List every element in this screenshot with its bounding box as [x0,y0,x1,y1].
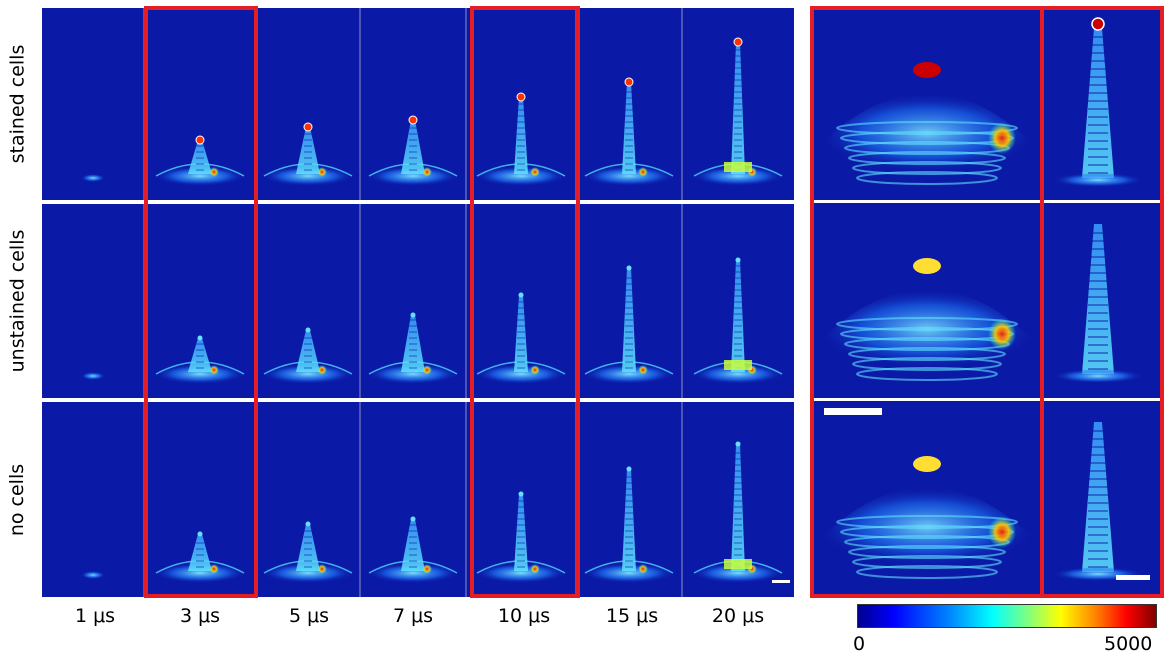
jet-image [154,531,246,583]
row-separator [812,398,1160,401]
time-label-20us: 20 μs [711,605,765,627]
zoom-image-10us [1053,422,1143,581]
row-separator [42,200,794,204]
jet-image [81,571,105,579]
scale-bar-main [772,580,790,583]
jet-image [154,335,246,384]
time-label-7us: 7 μs [392,605,434,627]
row-separator [812,200,1160,203]
zoom-image-10us [1053,17,1143,187]
jet-image [367,312,459,384]
jet-image [262,327,354,384]
jet-image [692,257,784,384]
scale-bar-zoom-left [824,408,882,415]
jet-image [583,466,675,583]
jet-image [81,174,105,182]
time-label-10us: 10 μs [497,605,551,627]
jet-image [475,292,567,384]
zoom-cells [817,8,1143,597]
jet-image [367,516,459,583]
jet-image [475,92,567,186]
zoom-image-3us [817,258,1037,381]
row-label-unstained: unstained cells [6,229,28,373]
jet-image [583,77,675,186]
jet-image [692,441,784,583]
jet-image [262,122,354,186]
time-label-15us: 15 μs [605,605,659,627]
row-label-stained: stained cells [6,44,29,164]
intensity-colorbar [857,604,1157,628]
time-label-5us: 5 μs [288,605,330,627]
jet-cells [81,8,784,597]
colorbar-min-label: 0 [853,633,866,655]
time-label-1us: 1 μs [74,605,116,627]
zoom-image-3us [817,62,1037,185]
zoom-image-10us [1053,224,1143,383]
jet-image [583,265,675,384]
jet-image-grid [42,8,794,597]
jet-image [692,37,784,186]
time-label-3us: 3 μs [179,605,221,627]
scale-bar-zoom-right [1116,575,1150,580]
jet-image [367,115,459,186]
jet-image [475,491,567,583]
zoom-image-grid [812,8,1160,597]
colorbar-max-label: 5000 [1104,633,1153,655]
zoom-image-grid-svg [817,8,1150,597]
jet-image [81,372,105,380]
jet-image [154,135,246,186]
zoom-image-3us [817,456,1037,579]
row-label-no-cells: no cells [6,463,28,536]
jet-image-grid-svg [81,8,790,597]
row-separator [42,398,794,402]
jet-image [262,521,354,583]
